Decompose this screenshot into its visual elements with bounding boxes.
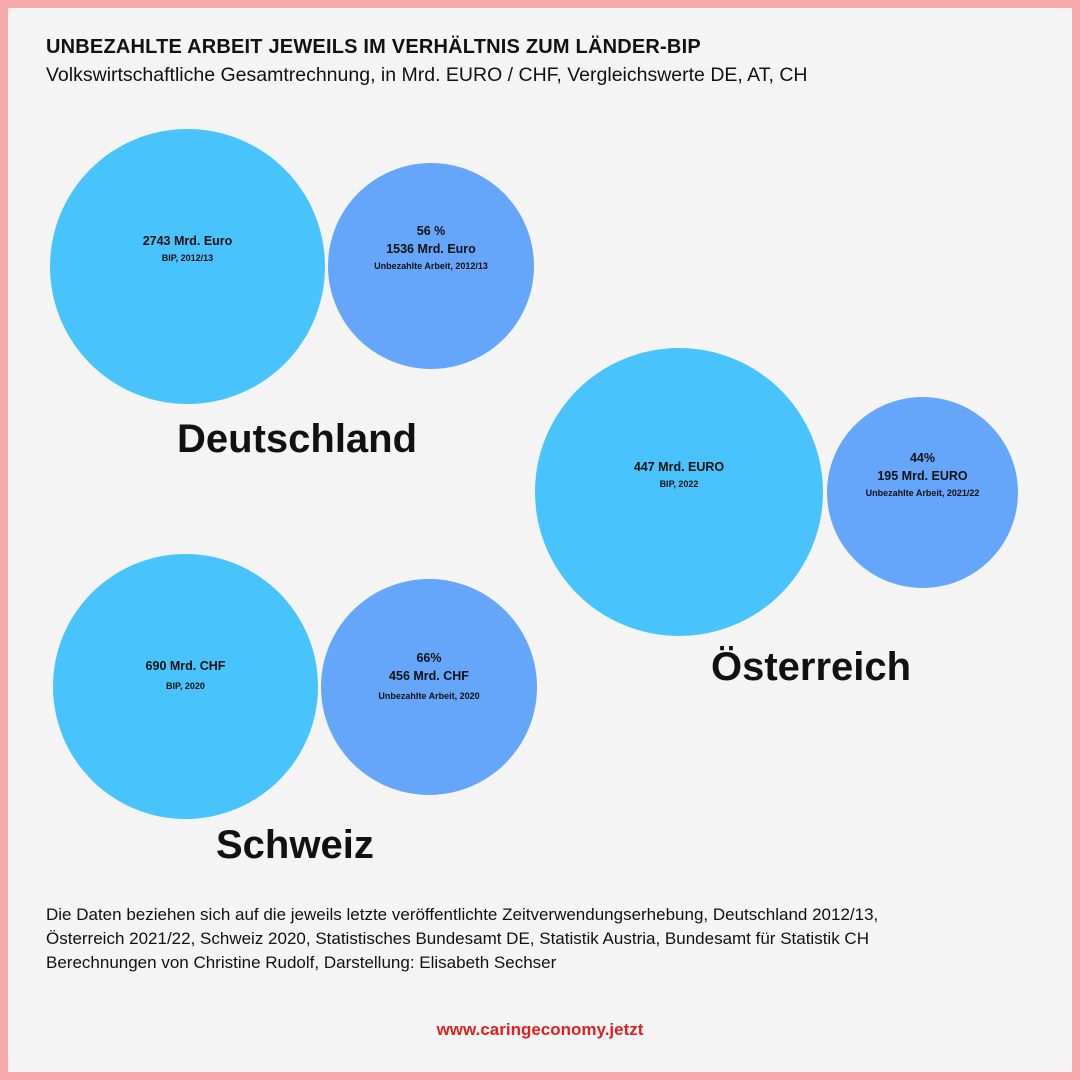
gdp-caption: BIP, 2012/13 — [161, 253, 214, 263]
website-link[interactable]: www.caringeconomy.jetzt — [436, 1020, 644, 1039]
unpaid-caption: Unbezahlte Arbeit, 2012/13 — [374, 261, 488, 271]
chart-title: UNBEZAHLTE ARBEIT JEWEILS IM VERHÄLTNIS … — [46, 36, 701, 58]
unpaid-value-label: 456 Mrd. CHF — [389, 668, 469, 683]
bubble-gdp-deutschland: 2743 Mrd. Euro BIP, 2012/13 — [50, 129, 325, 404]
unpaid-value-label: 1536 Mrd. Euro — [386, 242, 476, 256]
country-label-schweiz: Schweiz — [216, 823, 374, 867]
gdp-value-label: 447 Mrd. EURO — [633, 459, 725, 474]
source-footnote: Die Daten beziehen sich auf die jeweils … — [46, 903, 1046, 975]
gdp-caption: BIP, 2022 — [659, 478, 699, 489]
footnote-line: Österreich 2021/22, Schweiz 2020, Statis… — [46, 929, 869, 948]
unpaid-caption: Unbezahlte Arbeit, 2020 — [378, 690, 480, 701]
bubble-unpaid-deutschland: 56 % 1536 Mrd. Euro Unbezahlte Arbeit, 2… — [328, 163, 534, 369]
gdp-value-label: 2743 Mrd. Euro — [142, 234, 233, 248]
country-label-deutschland: Deutschland — [177, 417, 418, 461]
unpaid-percent-label: 44% — [909, 450, 936, 465]
bubble-unpaid-schweiz: 66% 456 Mrd. CHF Unbezahlte Arbeit, 2020 — [321, 579, 537, 795]
bubble-gdp-oesterreich: 447 Mrd. EURO BIP, 2022 — [535, 348, 823, 636]
unpaid-percent-label: 66% — [416, 650, 442, 665]
bubble-gdp-schweiz: 690 Mrd. CHF BIP, 2020 — [53, 554, 318, 819]
footnote-line: Berechnungen von Christine Rudolf, Darst… — [46, 953, 557, 972]
unpaid-caption: Unbezahlte Arbeit, 2021/22 — [865, 487, 980, 498]
bubble-unpaid-oesterreich: 44% 195 Mrd. EURO Unbezahlte Arbeit, 202… — [827, 397, 1018, 588]
gdp-value-label: 690 Mrd. CHF — [145, 659, 226, 673]
unpaid-value-label: 195 Mrd. EURO — [877, 468, 968, 483]
country-label-oesterreich: Österreich — [711, 645, 912, 689]
footnote-line: Die Daten beziehen sich auf die jeweils … — [46, 905, 879, 924]
gdp-caption: BIP, 2020 — [166, 681, 205, 691]
chart-subtitle: Volkswirtschaftliche Gesamtrechnung, in … — [46, 64, 808, 86]
unpaid-percent-label: 56 % — [416, 224, 446, 238]
